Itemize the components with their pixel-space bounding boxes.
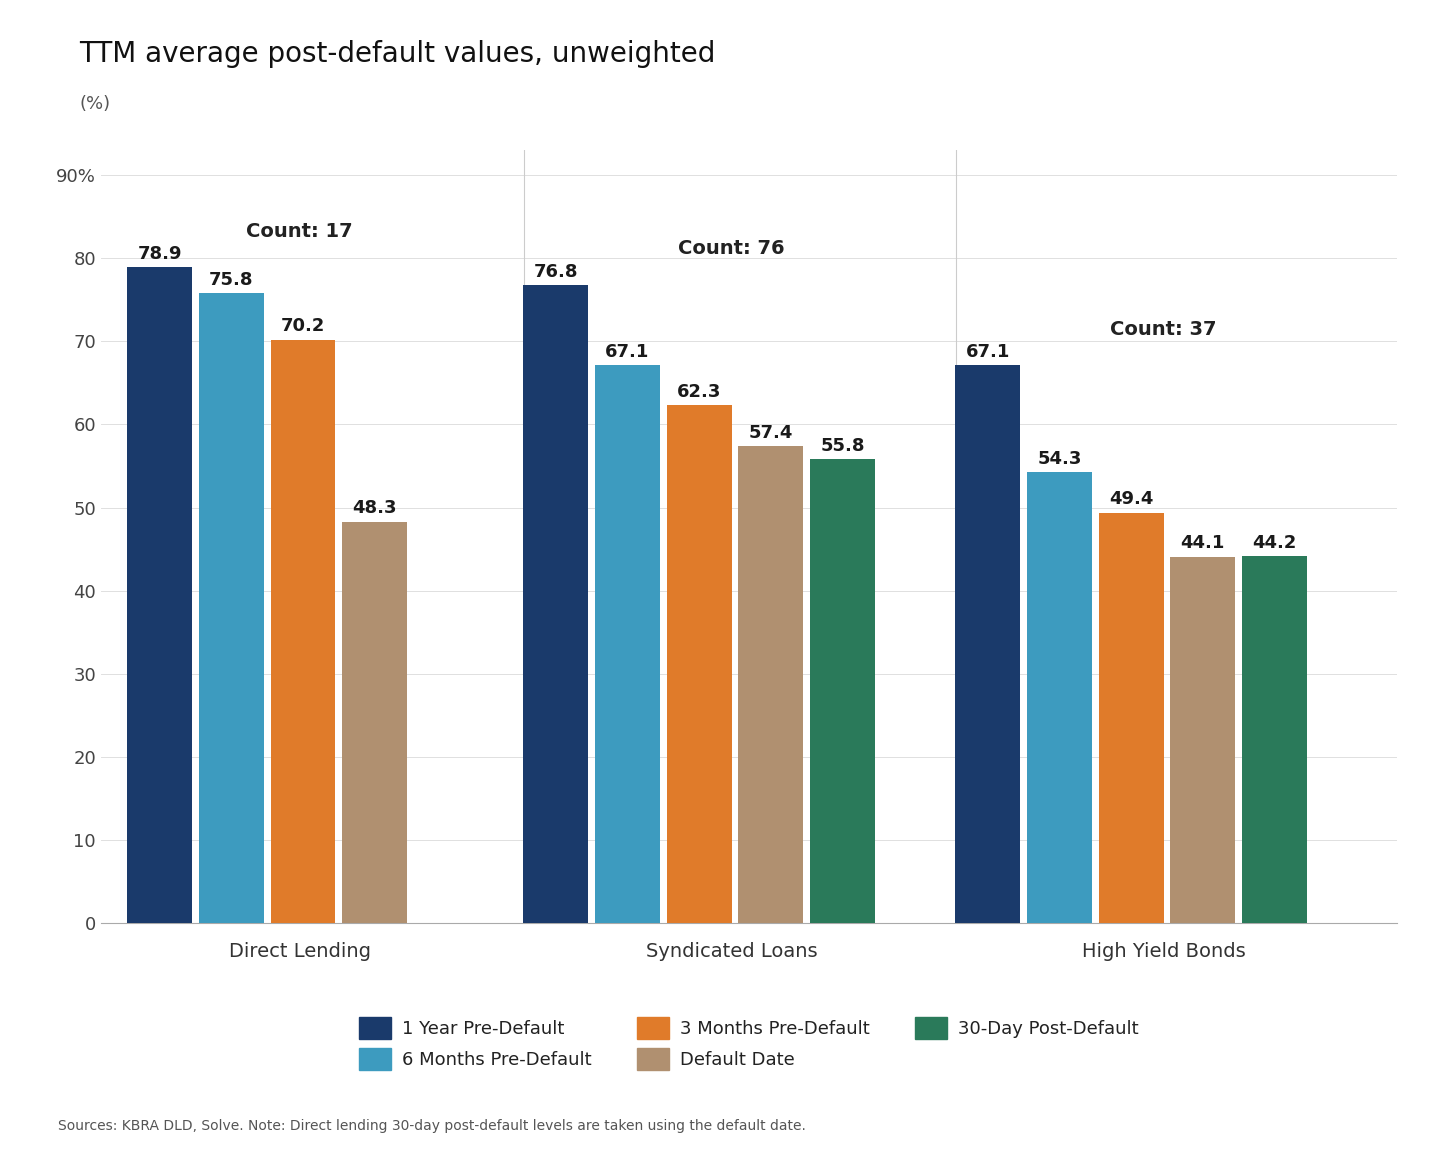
Bar <box>127 268 192 923</box>
Text: Count: 37: Count: 37 <box>1110 320 1217 339</box>
Bar <box>343 522 408 923</box>
Text: 49.4: 49.4 <box>1109 490 1153 509</box>
Text: 70.2: 70.2 <box>281 317 325 336</box>
Text: 44.2: 44.2 <box>1253 533 1297 552</box>
Bar <box>523 285 588 923</box>
Text: 62.3: 62.3 <box>677 383 721 402</box>
Text: 57.4: 57.4 <box>749 424 793 442</box>
Bar <box>1027 472 1092 923</box>
Text: 55.8: 55.8 <box>821 437 865 455</box>
Text: Count: 76: Count: 76 <box>678 239 785 258</box>
Bar <box>811 459 876 923</box>
Text: 75.8: 75.8 <box>209 271 253 288</box>
Bar <box>955 366 1020 923</box>
Bar <box>271 339 336 923</box>
Bar <box>1099 512 1164 923</box>
Text: (%): (%) <box>79 95 111 113</box>
Bar <box>595 366 660 923</box>
Text: 67.1: 67.1 <box>965 343 1009 361</box>
Bar <box>1171 556 1236 923</box>
Text: 76.8: 76.8 <box>533 263 577 280</box>
Bar <box>1243 556 1308 923</box>
Text: 54.3: 54.3 <box>1037 450 1081 467</box>
Bar <box>199 293 264 923</box>
Text: 67.1: 67.1 <box>605 343 649 361</box>
Text: 48.3: 48.3 <box>353 500 397 517</box>
Legend: 1 Year Pre-Default, 6 Months Pre-Default, 3 Months Pre-Default, Default Date, 30: 1 Year Pre-Default, 6 Months Pre-Default… <box>351 1010 1146 1077</box>
Text: Count: 17: Count: 17 <box>246 222 353 241</box>
Text: 44.1: 44.1 <box>1181 534 1225 553</box>
Text: 78.9: 78.9 <box>137 245 181 263</box>
Bar <box>739 445 804 923</box>
Text: TTM average post-default values, unweighted: TTM average post-default values, unweigh… <box>79 40 716 68</box>
Text: Sources: KBRA DLD, Solve. Note: Direct lending 30-day post-default levels are ta: Sources: KBRA DLD, Solve. Note: Direct l… <box>58 1119 805 1133</box>
Bar <box>667 405 732 923</box>
